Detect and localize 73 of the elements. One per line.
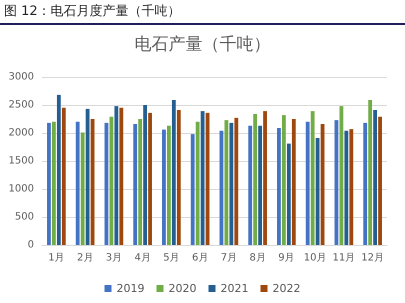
bar (80, 132, 85, 245)
y-tick-label: 0 (28, 240, 34, 250)
bar (176, 110, 181, 245)
bar (114, 106, 118, 245)
y-tick-label: 2000 (8, 128, 34, 138)
bar (90, 119, 94, 245)
bar (378, 116, 382, 245)
bar (334, 120, 338, 245)
x-tick-label: 8月 (249, 252, 266, 264)
x-tick-label: 9月 (278, 252, 295, 264)
bar (138, 119, 142, 245)
bar (220, 130, 224, 245)
bar (162, 130, 166, 245)
legend-label: 2022 (272, 282, 300, 295)
bar (190, 134, 195, 245)
y-tick-label: 1000 (8, 184, 34, 194)
x-tick-label: 11月 (332, 252, 356, 264)
bar (373, 110, 378, 245)
bar (339, 106, 344, 245)
x-tick-label: 1月 (48, 252, 65, 264)
bar (344, 130, 348, 245)
legend-label: 2020 (168, 282, 197, 295)
bar (253, 114, 258, 245)
bar (200, 111, 205, 245)
bar (316, 138, 320, 245)
bar (310, 111, 315, 245)
bar (143, 105, 148, 245)
x-tick-label: 6月 (192, 252, 208, 264)
x-tick-label: 2月 (76, 252, 94, 264)
caption: 图 12：电石月度产量（千吨） (0, 0, 405, 25)
legend-label: 2021 (220, 282, 248, 295)
bar (86, 108, 90, 245)
y-tick-label: 2500 (8, 100, 34, 110)
y-tick-label: 500 (14, 212, 34, 222)
x-tick-label: 10月 (304, 252, 326, 264)
bar (196, 122, 200, 245)
bar (263, 111, 267, 245)
bar (363, 122, 368, 245)
bar (119, 108, 124, 245)
bar (62, 108, 66, 245)
bar (248, 126, 252, 245)
bar (234, 118, 238, 245)
bar (282, 115, 286, 245)
bar (56, 94, 61, 245)
bar (104, 122, 108, 245)
bar (148, 112, 152, 245)
bar (47, 122, 51, 245)
legend-label: 2019 (116, 282, 145, 295)
bar (224, 120, 228, 245)
bar (277, 128, 281, 245)
bar (206, 112, 210, 245)
bar (133, 124, 138, 245)
chart-title: 电石产量（千吨） (134, 34, 270, 54)
x-tick-label: 3月 (106, 252, 122, 264)
x-tick-label: 7月 (220, 252, 238, 264)
bar (306, 122, 310, 245)
y-tick-label: 1500 (8, 156, 34, 166)
bar (166, 126, 171, 245)
x-tick-label: 12月 (361, 252, 384, 264)
bar (172, 100, 176, 245)
bar (292, 119, 296, 245)
bar (320, 124, 324, 245)
bar (286, 144, 291, 245)
bar (76, 122, 80, 245)
bar (52, 122, 56, 245)
bar (349, 129, 354, 245)
x-tick-label: 4月 (134, 252, 151, 264)
y-tick-label: 3000 (8, 72, 34, 82)
bar (258, 126, 262, 245)
bar (229, 122, 234, 245)
bar (368, 100, 372, 245)
bar (109, 116, 114, 245)
x-tick-label: 5月 (163, 252, 180, 264)
